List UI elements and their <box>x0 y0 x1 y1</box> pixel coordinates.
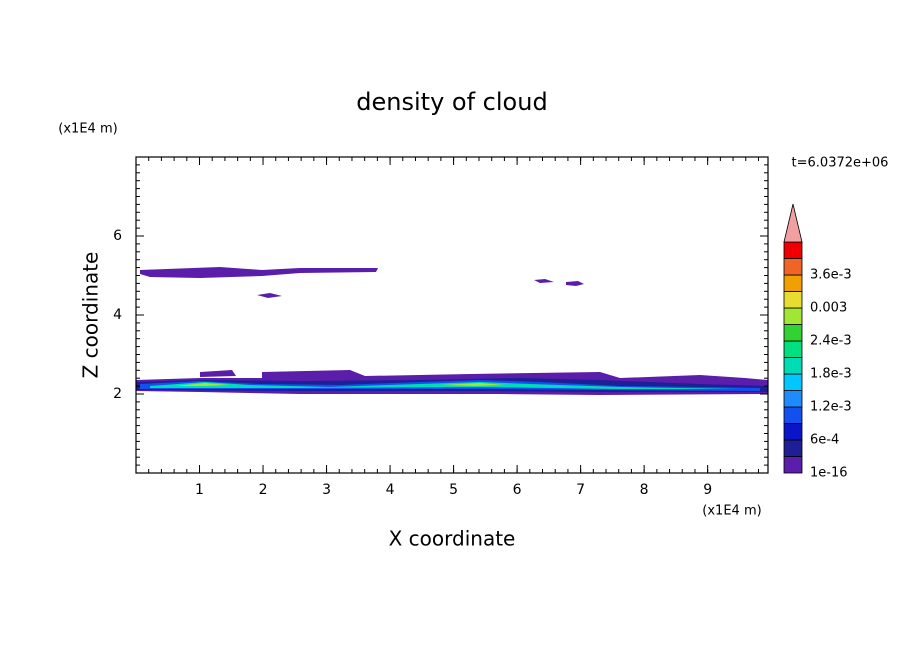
x-tick-label: 3 <box>322 482 331 498</box>
y-axis-label: Z coordinate <box>79 252 103 379</box>
contour-region <box>175 383 505 386</box>
axes: 1 2 3 4 5 6 7 8 9 2 4 6 <box>113 156 768 498</box>
colorbar-label: 1.2e-3 <box>810 400 852 415</box>
y-tick-label: 4 <box>113 307 122 323</box>
y-tick-label: 2 <box>113 386 122 402</box>
colorbar-box <box>783 423 803 441</box>
x-tick-label: 5 <box>449 482 458 498</box>
colorbar-box <box>783 357 803 375</box>
colorbar-box <box>783 373 803 391</box>
x-axis-label: X coordinate <box>389 527 516 551</box>
contour-region <box>200 370 236 377</box>
contour-region <box>140 267 378 278</box>
colorbar-box <box>783 241 803 259</box>
time-label: t=6.0372e+06 <box>792 156 889 171</box>
contour-region <box>150 382 740 389</box>
x-tick-label: 4 <box>386 482 395 498</box>
colorbar-box <box>783 307 803 325</box>
chart-title: density of cloud <box>356 88 547 116</box>
colorbar-label: 2.4e-3 <box>810 334 852 349</box>
contour-field <box>136 267 768 395</box>
colorbar-box <box>783 390 803 408</box>
colorbar-box <box>783 439 803 457</box>
colorbar-box <box>783 406 803 424</box>
x-tick-label: 7 <box>576 482 585 498</box>
x-unit: (x1E4 m) <box>702 504 761 519</box>
colorbar-box <box>783 340 803 358</box>
colorbar-label: 1e-16 <box>810 466 848 481</box>
colorbar-box <box>783 258 803 276</box>
x-tick-label: 2 <box>259 482 268 498</box>
x-tick-label: 8 <box>640 482 649 498</box>
contour-region <box>257 293 282 298</box>
colorbar-box <box>783 324 803 342</box>
colorbar-label: 6e-4 <box>810 433 839 448</box>
x-tick-label: 1 <box>195 482 204 498</box>
colorbar-box <box>783 456 803 474</box>
colorbar-label: 0.003 <box>810 301 847 316</box>
colorbar-over <box>783 203 803 243</box>
colorbar-label: 1.8e-3 <box>810 367 852 382</box>
y-unit: (x1E4 m) <box>58 122 117 137</box>
contour-region <box>534 279 554 283</box>
colorbar-box <box>783 291 803 309</box>
y-tick-label: 6 <box>113 228 122 244</box>
colorbar-box <box>783 274 803 292</box>
x-tick-label: 9 <box>703 482 712 498</box>
colorbar-label: 3.6e-3 <box>810 268 852 283</box>
contour-region <box>566 281 584 286</box>
colorbar: 1e-16 6e-4 1.2e-3 1.8e-3 2.4e-3 0.003 3.6e-3 <box>783 203 852 481</box>
x-tick-label: 6 <box>513 482 522 498</box>
